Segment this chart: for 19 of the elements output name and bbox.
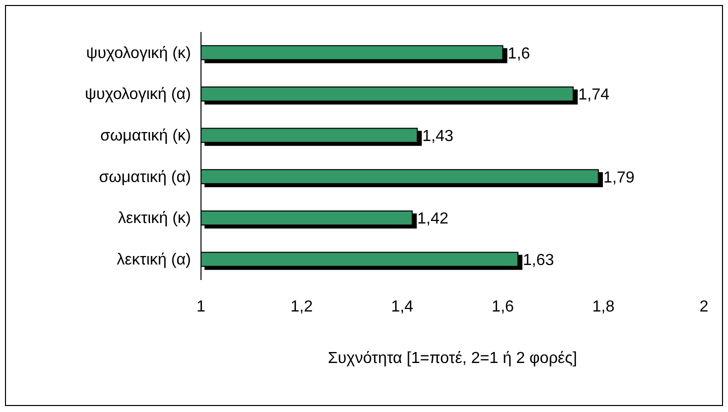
x-tick-label: 1,6 xyxy=(492,298,514,316)
x-tick-label: 2 xyxy=(700,298,709,316)
x-tick-label: 1,2 xyxy=(290,298,313,316)
y-tick-label: ψυχολογική (κ) xyxy=(86,44,191,62)
y-tick-label: λεκτική (κ) xyxy=(118,210,191,228)
data-label: 1,42 xyxy=(417,210,448,228)
y-tick-label: σωματική (α) xyxy=(99,168,191,186)
data-label: 1,43 xyxy=(422,128,454,145)
data-label: 1,74 xyxy=(578,86,610,104)
data-label: 1,63 xyxy=(522,252,554,269)
x-axis-title: Συχνότητα [1=ποτέ, 2=1 ή 2 φορές] xyxy=(328,350,578,367)
y-tick-label: λεκτική (α) xyxy=(116,251,191,268)
data-label: 1,79 xyxy=(603,169,635,186)
x-tick-label: 1,8 xyxy=(592,298,615,316)
x-tick-label: 1,4 xyxy=(391,298,414,316)
y-tick-label: ψυχολογική (α) xyxy=(84,86,191,104)
data-label: 1,6 xyxy=(508,45,530,62)
y-tick-label: σωματική (κ) xyxy=(100,127,191,144)
x-tick-label: 1 xyxy=(196,298,206,316)
